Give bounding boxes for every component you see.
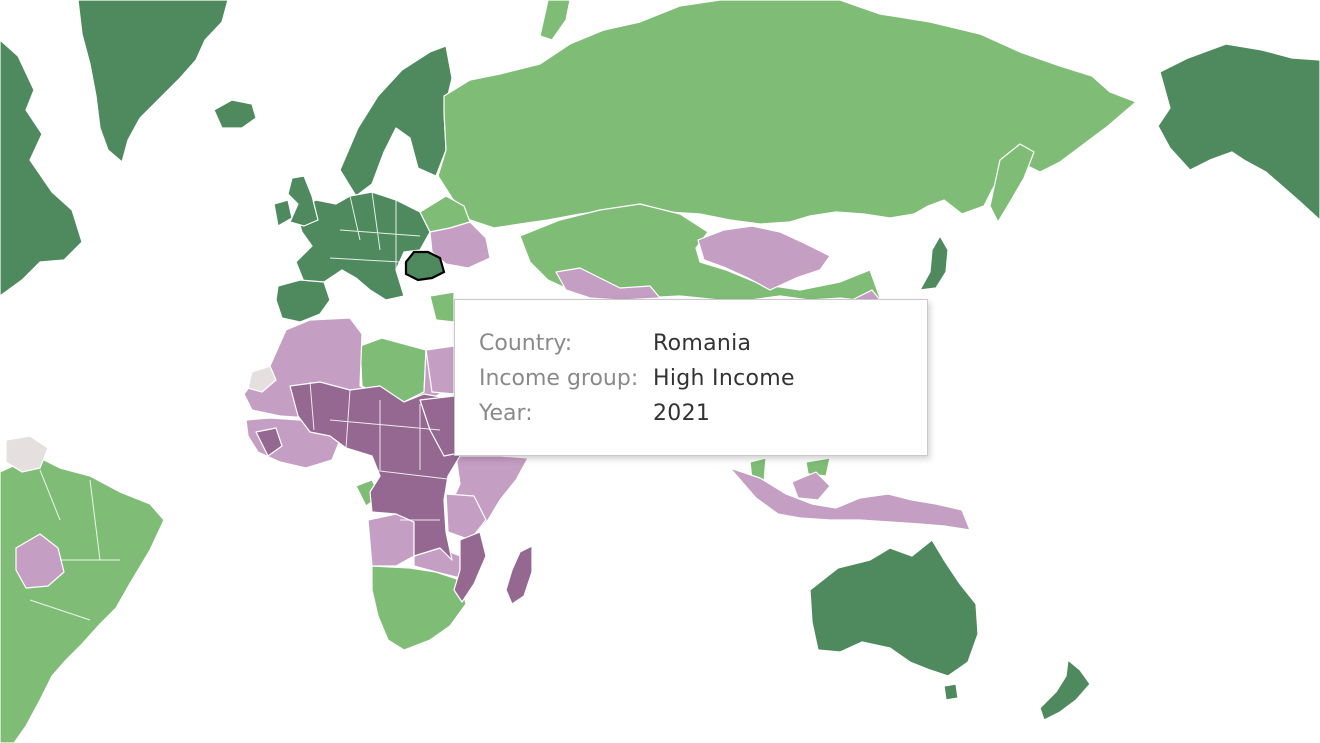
region-russia-islands[interactable]	[539, 0, 571, 41]
region-japan[interactable]	[919, 235, 949, 291]
region-greenland[interactable]	[77, 0, 229, 163]
region-russia[interactable]	[437, 0, 1137, 229]
region-alaska[interactable]	[1157, 43, 1320, 221]
tooltip-label-country: Country:	[479, 331, 573, 356]
region-guinea[interactable]	[255, 427, 283, 457]
region-turkey[interactable]	[429, 291, 455, 323]
region-western-sahara[interactable]	[247, 365, 277, 393]
region-indonesia[interactable]	[729, 467, 971, 531]
tooltip-value-country: Romania	[653, 331, 752, 356]
region-madagascar[interactable]	[505, 545, 533, 605]
region-malaysia[interactable]	[805, 457, 831, 477]
region-central-africa[interactable]	[289, 381, 461, 561]
region-tanzania[interactable]	[445, 493, 487, 541]
border-lines-south-america	[29, 469, 120, 621]
tooltip-row-income-group: Income group: High Income	[479, 366, 795, 392]
region-angola[interactable]	[367, 513, 415, 567]
tooltip-row-country: Country: Romania	[479, 331, 751, 357]
region-south-america[interactable]	[0, 457, 165, 743]
region-borneo[interactable]	[791, 471, 831, 501]
tooltip-value-income-group: High Income	[653, 366, 795, 391]
border-lines-africa	[309, 381, 457, 521]
tooltip-label-year: Year:	[479, 401, 533, 426]
region-kamchatka[interactable]	[989, 143, 1035, 223]
region-north-america-east[interactable]	[0, 39, 83, 297]
region-central-asia-south[interactable]	[555, 267, 661, 301]
border-lines-europe	[329, 191, 421, 270]
region-mongolia[interactable]	[697, 225, 831, 291]
region-iceland[interactable]	[213, 99, 257, 129]
region-tasmania[interactable]	[943, 683, 959, 701]
region-romania-selected[interactable]	[404, 250, 446, 282]
region-venezuela[interactable]	[5, 435, 49, 473]
tooltip-value-year: 2021	[653, 401, 711, 426]
region-united-kingdom[interactable]	[287, 175, 319, 227]
region-ireland[interactable]	[273, 199, 293, 227]
region-scandinavia[interactable]	[339, 45, 453, 197]
region-bolivia[interactable]	[15, 533, 65, 589]
region-iberia[interactable]	[275, 279, 331, 323]
country-tooltip: Country: Romania Income group: High Income…	[454, 299, 928, 456]
region-southern-africa[interactable]	[371, 565, 467, 651]
region-new-zealand[interactable]	[1039, 659, 1091, 721]
region-mozambique[interactable]	[453, 531, 487, 603]
tooltip-row-year: Year: 2021	[479, 401, 710, 427]
tooltip-label-income-group: Income group:	[479, 366, 639, 391]
region-australia[interactable]	[809, 539, 979, 677]
